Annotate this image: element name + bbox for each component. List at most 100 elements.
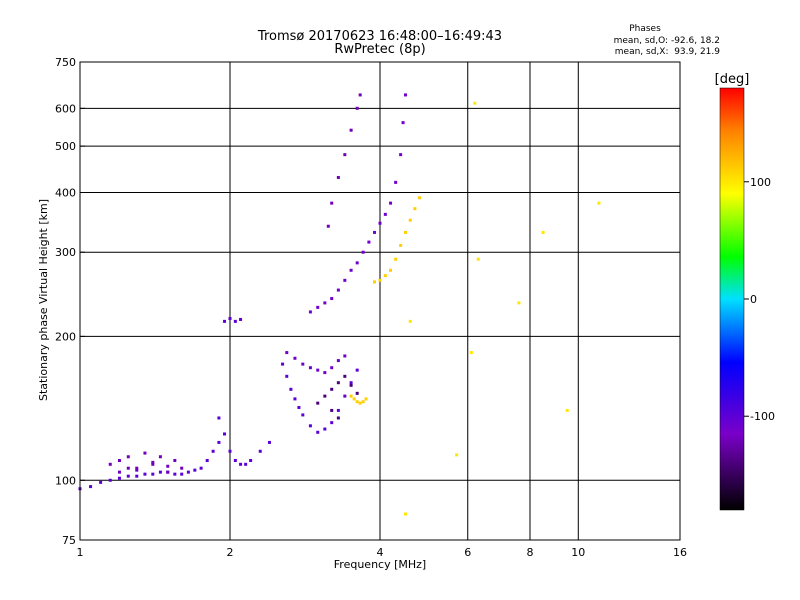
data-point <box>417 196 421 200</box>
data-point <box>394 180 398 184</box>
data-point <box>135 474 139 478</box>
grid-lines <box>80 62 680 540</box>
data-point <box>228 316 232 320</box>
data-point <box>308 310 312 314</box>
data-point <box>367 240 371 244</box>
data-point <box>355 400 359 404</box>
data-point <box>108 462 112 466</box>
data-point <box>151 460 155 464</box>
colorbar-tick-label: 100 <box>750 176 771 189</box>
data-point <box>336 408 340 412</box>
data-point <box>330 201 334 205</box>
data-point <box>394 257 398 261</box>
x-axis-ticks: 1 2 4 6 8 10 16 <box>77 546 688 559</box>
data-point <box>223 319 227 323</box>
data-point <box>336 175 340 179</box>
data-point <box>239 462 243 466</box>
data-point <box>199 466 203 470</box>
y-tick-label: 500 <box>55 140 76 153</box>
data-point <box>330 366 334 370</box>
data-point <box>180 466 184 470</box>
data-point <box>378 221 382 225</box>
data-point <box>336 359 340 363</box>
data-point <box>336 288 340 292</box>
data-point <box>455 453 459 457</box>
data-point <box>135 468 139 472</box>
data-point <box>403 93 407 97</box>
data-point <box>166 464 170 468</box>
data-point <box>233 458 237 462</box>
data-point <box>403 230 407 234</box>
data-point <box>108 478 112 482</box>
data-point <box>126 474 130 478</box>
data-point <box>597 201 601 205</box>
data-point <box>258 449 262 453</box>
data-point <box>383 274 387 278</box>
data-point <box>289 387 293 391</box>
data-point <box>99 480 103 484</box>
data-point <box>401 121 405 125</box>
data-point <box>117 458 121 462</box>
y-axis-label: Stationary phase Virtual Height [km] <box>37 199 50 401</box>
data-point <box>358 93 362 97</box>
chart-subtitle: RwPretec (8p) <box>334 42 425 57</box>
data-point <box>316 401 320 405</box>
y-tick-label: 75 <box>62 534 76 547</box>
data-point <box>126 466 130 470</box>
data-point <box>158 455 162 459</box>
data-point <box>541 230 545 234</box>
data-point <box>373 230 377 234</box>
data-point <box>323 427 327 431</box>
data-point <box>173 472 177 476</box>
data-point <box>166 470 170 474</box>
data-point <box>326 224 330 228</box>
phases-title: Phases <box>629 24 661 34</box>
data-point <box>135 466 139 470</box>
data-point <box>297 405 301 409</box>
phases-o-line: mean, sd,O: -92.6, 18.2 <box>614 36 720 46</box>
data-point <box>323 301 327 305</box>
data-point <box>293 356 297 360</box>
x-tick-label: 10 <box>571 546 585 559</box>
x-tick-label: 1 <box>77 546 84 559</box>
data-point <box>355 261 359 265</box>
x-tick-label: 2 <box>227 546 234 559</box>
data-point <box>323 394 327 398</box>
data-point <box>281 362 285 366</box>
data-point <box>316 430 320 434</box>
data-point <box>403 512 407 516</box>
data-point <box>389 268 393 272</box>
data-point <box>343 374 347 378</box>
data-point <box>301 362 305 366</box>
data-point <box>336 416 340 420</box>
data-point <box>151 472 155 476</box>
colorbar-tick-label: -100 <box>750 410 775 423</box>
data-point <box>301 413 305 417</box>
data-point <box>323 371 327 375</box>
colorbar-label: [deg] <box>715 72 750 87</box>
data-point <box>473 101 477 105</box>
chart-title: Tromsø 20170623 16:48:00–16:49:43 <box>257 29 502 44</box>
data-point <box>352 397 356 401</box>
data-point <box>151 462 155 466</box>
data-point <box>308 366 312 370</box>
colorbar-tick-label: 0 <box>750 293 757 306</box>
data-point <box>249 458 253 462</box>
data-point <box>343 394 347 398</box>
data-point <box>469 351 473 355</box>
y-tick-label: 750 <box>55 56 76 69</box>
data-point <box>399 243 403 247</box>
data-point <box>293 397 297 401</box>
data-point <box>413 207 417 211</box>
data-point <box>349 383 353 387</box>
y-tick-label: 100 <box>55 474 76 487</box>
data-point <box>205 458 209 462</box>
data-point <box>565 408 569 412</box>
data-point <box>223 432 227 436</box>
data-point <box>143 472 147 476</box>
y-tick-label: 200 <box>55 330 76 343</box>
y-tick-label: 600 <box>55 102 76 115</box>
data-point <box>173 458 177 462</box>
data-point <box>126 455 130 459</box>
data-point <box>316 368 320 372</box>
